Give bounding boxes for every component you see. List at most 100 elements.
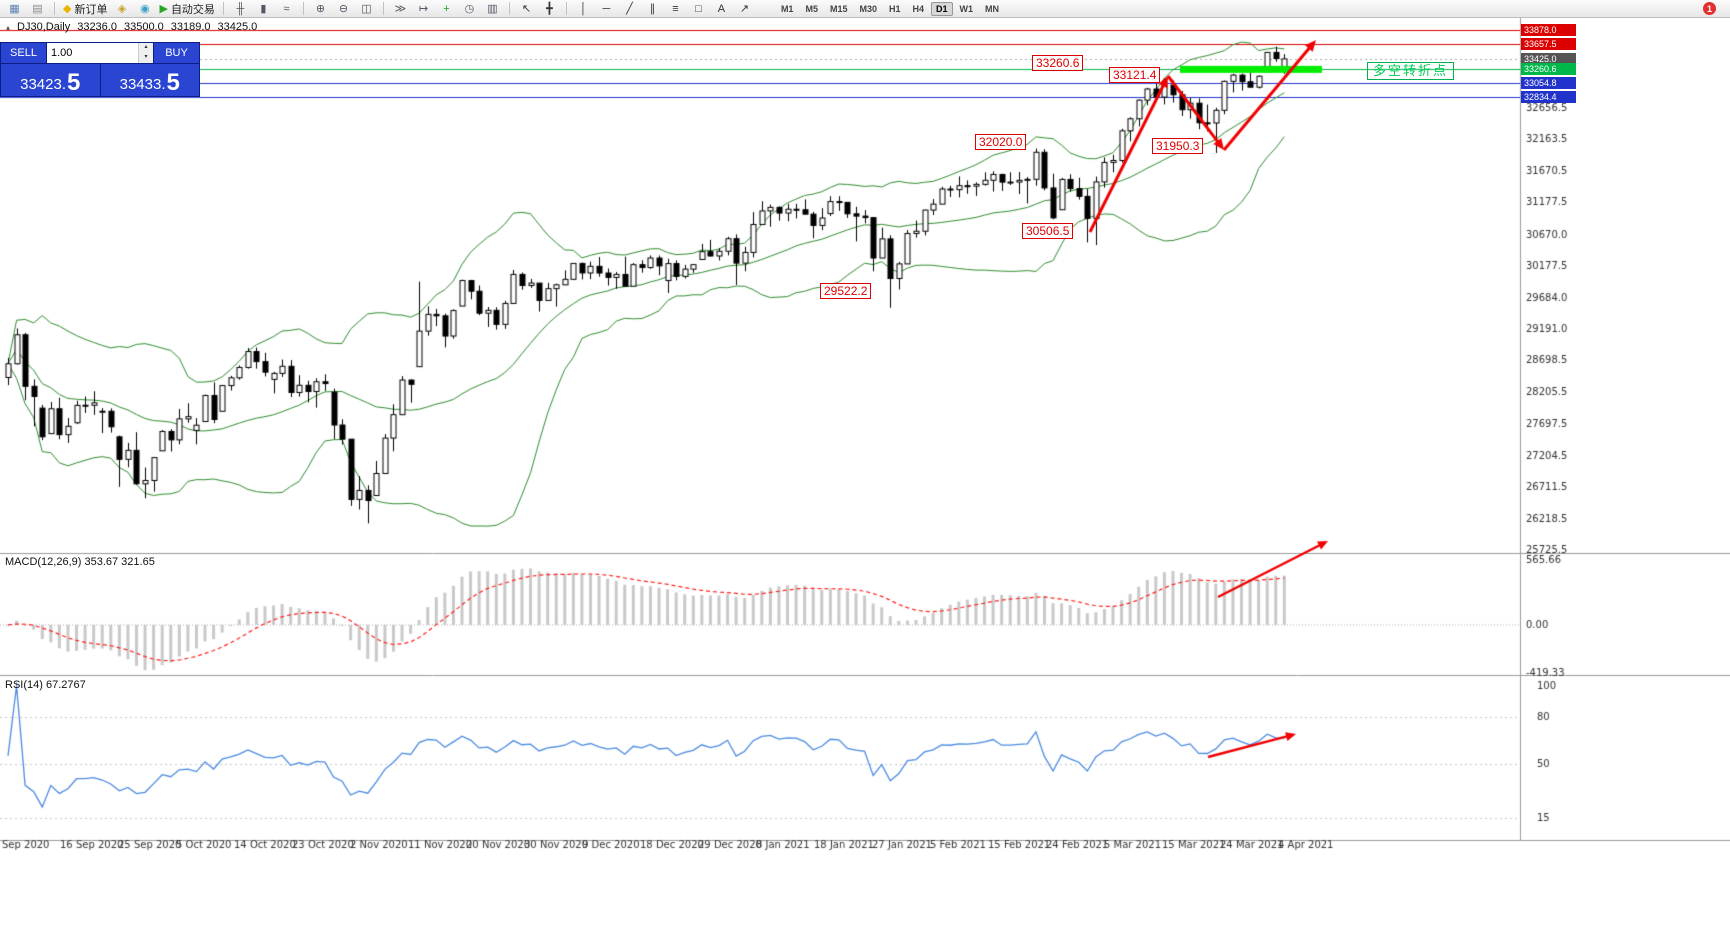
buy-price-big-digit: 5 [166, 68, 180, 96]
toolbar-separator [382, 2, 384, 15]
zoom-out-button[interactable]: ⊖ [333, 1, 354, 17]
price-annotation[interactable]: 31950.3 [1152, 138, 1204, 154]
zoom-in-button[interactable]: ⊕ [310, 1, 331, 17]
trendline-button[interactable]: ╱ [619, 1, 640, 17]
trendline-icon: ╱ [626, 3, 633, 15]
autotrading-icon: ▶ [159, 3, 168, 15]
one-click-trading-panel: SELL ▴ ▾ BUY 33423. 5 33433. 5 [0, 42, 200, 97]
price-annotation[interactable]: 32020.0 [975, 134, 1027, 150]
timeframe-m15[interactable]: M15 [829, 3, 848, 14]
rsi-indicator-label: RSI(14) 67.2767 [5, 679, 86, 691]
price-tag: 33260.6 [1521, 63, 1576, 76]
metaeditor-button[interactable]: ◈ [111, 1, 132, 17]
chart-low-value: 33189.0 [170, 21, 211, 33]
price-annotation[interactable]: 30506.5 [1022, 223, 1074, 239]
line-chart-icon: ≈ [283, 2, 290, 15]
zoom-in-icon: ⊕ [315, 3, 326, 15]
arrows-button[interactable]: ↗ [734, 1, 755, 17]
volume-up-button[interactable]: ▴ [139, 43, 153, 53]
metaeditor-icon: ◈ [117, 3, 127, 15]
crosshair-icon: ╋ [546, 3, 553, 15]
indicators-button[interactable]: + [436, 1, 457, 17]
timeframe-h4[interactable]: H4 [912, 3, 925, 14]
templates-icon: ▥ [487, 3, 498, 15]
chart-window-button[interactable]: ▦ [4, 1, 25, 17]
price-annotation[interactable]: 33260.6 [1032, 55, 1084, 71]
chart-ohlc-header: ▴ DJ30,Daily 33236.0 33500.0 33189.0 334… [6, 21, 257, 33]
chart-open-value: 33236.0 [77, 21, 117, 33]
horizontal-line-icon: ─ [602, 2, 611, 15]
chart-symbol-period: DJ30,Daily [17, 21, 71, 33]
timeframe-m30[interactable]: M30 [859, 3, 877, 14]
timeframe-m5[interactable]: M5 [805, 3, 818, 14]
vertical-line-button[interactable]: │ [573, 1, 594, 17]
periods-icon: ◷ [464, 3, 475, 15]
timeframe-w1[interactable]: W1 [959, 3, 974, 14]
templates-button[interactable]: ▥ [482, 1, 503, 17]
cursor-icon: ↖ [521, 3, 532, 15]
line-chart-button[interactable]: ≈ [276, 1, 297, 17]
toolbar-separator [54, 2, 55, 15]
sell-price-main: 33423. [20, 75, 67, 93]
timeframe-mn[interactable]: MN [985, 3, 1000, 14]
price-tag: 33425.0 [1521, 52, 1576, 65]
buy-price[interactable]: 33433. 5 [100, 64, 199, 96]
auto-scroll-button[interactable]: ≫ [390, 1, 411, 17]
tile-windows-button[interactable]: ◫ [356, 1, 377, 17]
turning-point-note[interactable]: 多空转折点 [1367, 62, 1455, 80]
chart-collapse-icon[interactable]: ▴ [6, 22, 11, 32]
buy-button[interactable]: BUY [154, 43, 199, 63]
profiles-icon: ▤ [32, 3, 43, 15]
text-icon: A [717, 2, 726, 15]
notification-badge[interactable]: 1 [1703, 2, 1716, 15]
volume-down-button[interactable]: ▾ [139, 53, 153, 63]
sell-price-big-digit: 5 [67, 68, 81, 96]
buy-price-main: 33433. [119, 75, 166, 93]
sell-price[interactable]: 33423. 5 [1, 64, 100, 96]
shapes-button[interactable]: □ [688, 1, 709, 17]
toolbar-buttons: ▦ ▤ ◆ 新订单 ◈ ◉ ▶ 自动交易 ╫ ▮ ≈ ⊕ ⊖ ◫ ≫ ↦ + ◷ ▥ ↖ ╋ │ ─ ╱ ∥ ≡ □ A ↗ M1 M5 M1… [4, 0, 1005, 17]
chart-shift-button[interactable]: ↦ [413, 1, 434, 17]
chart-high-value: 33500.0 [123, 21, 164, 33]
timeframe-m1[interactable]: M1 [780, 3, 794, 14]
volume-spinner: ▴ ▾ [138, 43, 153, 63]
price-annotation[interactable]: 33121.4 [1109, 67, 1161, 83]
indicators-icon: + [443, 2, 450, 15]
cursor-button[interactable]: ↖ [516, 1, 537, 17]
macd-indicator-label: MACD(12,26,9) 353.67 321.65 [5, 556, 155, 568]
candlestick-chart-icon: ▮ [260, 3, 267, 15]
auto-scroll-icon: ≫ [394, 3, 407, 15]
timeframe-d1[interactable]: D1 [931, 1, 953, 16]
price-tag: 32834.4 [1521, 90, 1576, 103]
fibonacci-button[interactable]: ≡ [665, 1, 686, 17]
volume-input[interactable] [47, 47, 127, 59]
timeframe-h1[interactable]: H1 [889, 3, 901, 14]
volume-field: ▴ ▾ [47, 43, 153, 63]
new-order-button-label: 新订单 [74, 3, 108, 16]
profiles-button[interactable]: ▤ [27, 1, 48, 17]
horizontal-line-button[interactable]: ─ [596, 1, 617, 17]
chart-shift-icon: ↦ [418, 3, 429, 15]
autotrading-button[interactable]: ▶ 自动交易 [157, 1, 216, 17]
new-order-button[interactable]: ◆ 新订单 [61, 1, 109, 17]
price-chart-canvas[interactable] [0, 18, 1730, 948]
bar-chart-button[interactable]: ╫ [230, 1, 251, 17]
sell-button[interactable]: SELL [1, 43, 46, 63]
market-watch-icon: ◉ [140, 3, 150, 15]
channel-button[interactable]: ∥ [642, 1, 663, 17]
price-annotation[interactable]: 29522.2 [820, 283, 872, 299]
text-button[interactable]: A [711, 1, 732, 17]
crosshair-button[interactable]: ╋ [539, 1, 560, 17]
channel-icon: ∥ [649, 3, 656, 15]
market-watch-button[interactable]: ◉ [134, 1, 155, 17]
toolbar-separator [222, 2, 224, 15]
price-tag: 33657.5 [1521, 38, 1576, 51]
toolbar: ▦ ▤ ◆ 新订单 ◈ ◉ ▶ 自动交易 ╫ ▮ ≈ ⊕ ⊖ ◫ ≫ ↦ + ◷ ▥ ↖ ╋ │ ─ ╱ ∥ ≡ □ A ↗ M1 M5 M1… [0, 0, 1730, 18]
toolbar-separator [565, 2, 567, 15]
arrows-icon: ↗ [739, 3, 750, 15]
periods-button[interactable]: ◷ [459, 1, 480, 17]
toolbar-separator [302, 2, 304, 15]
price-tag: 33054.8 [1521, 76, 1576, 89]
candlestick-chart-button[interactable]: ▮ [253, 1, 274, 17]
bar-chart-icon: ╫ [236, 2, 245, 15]
